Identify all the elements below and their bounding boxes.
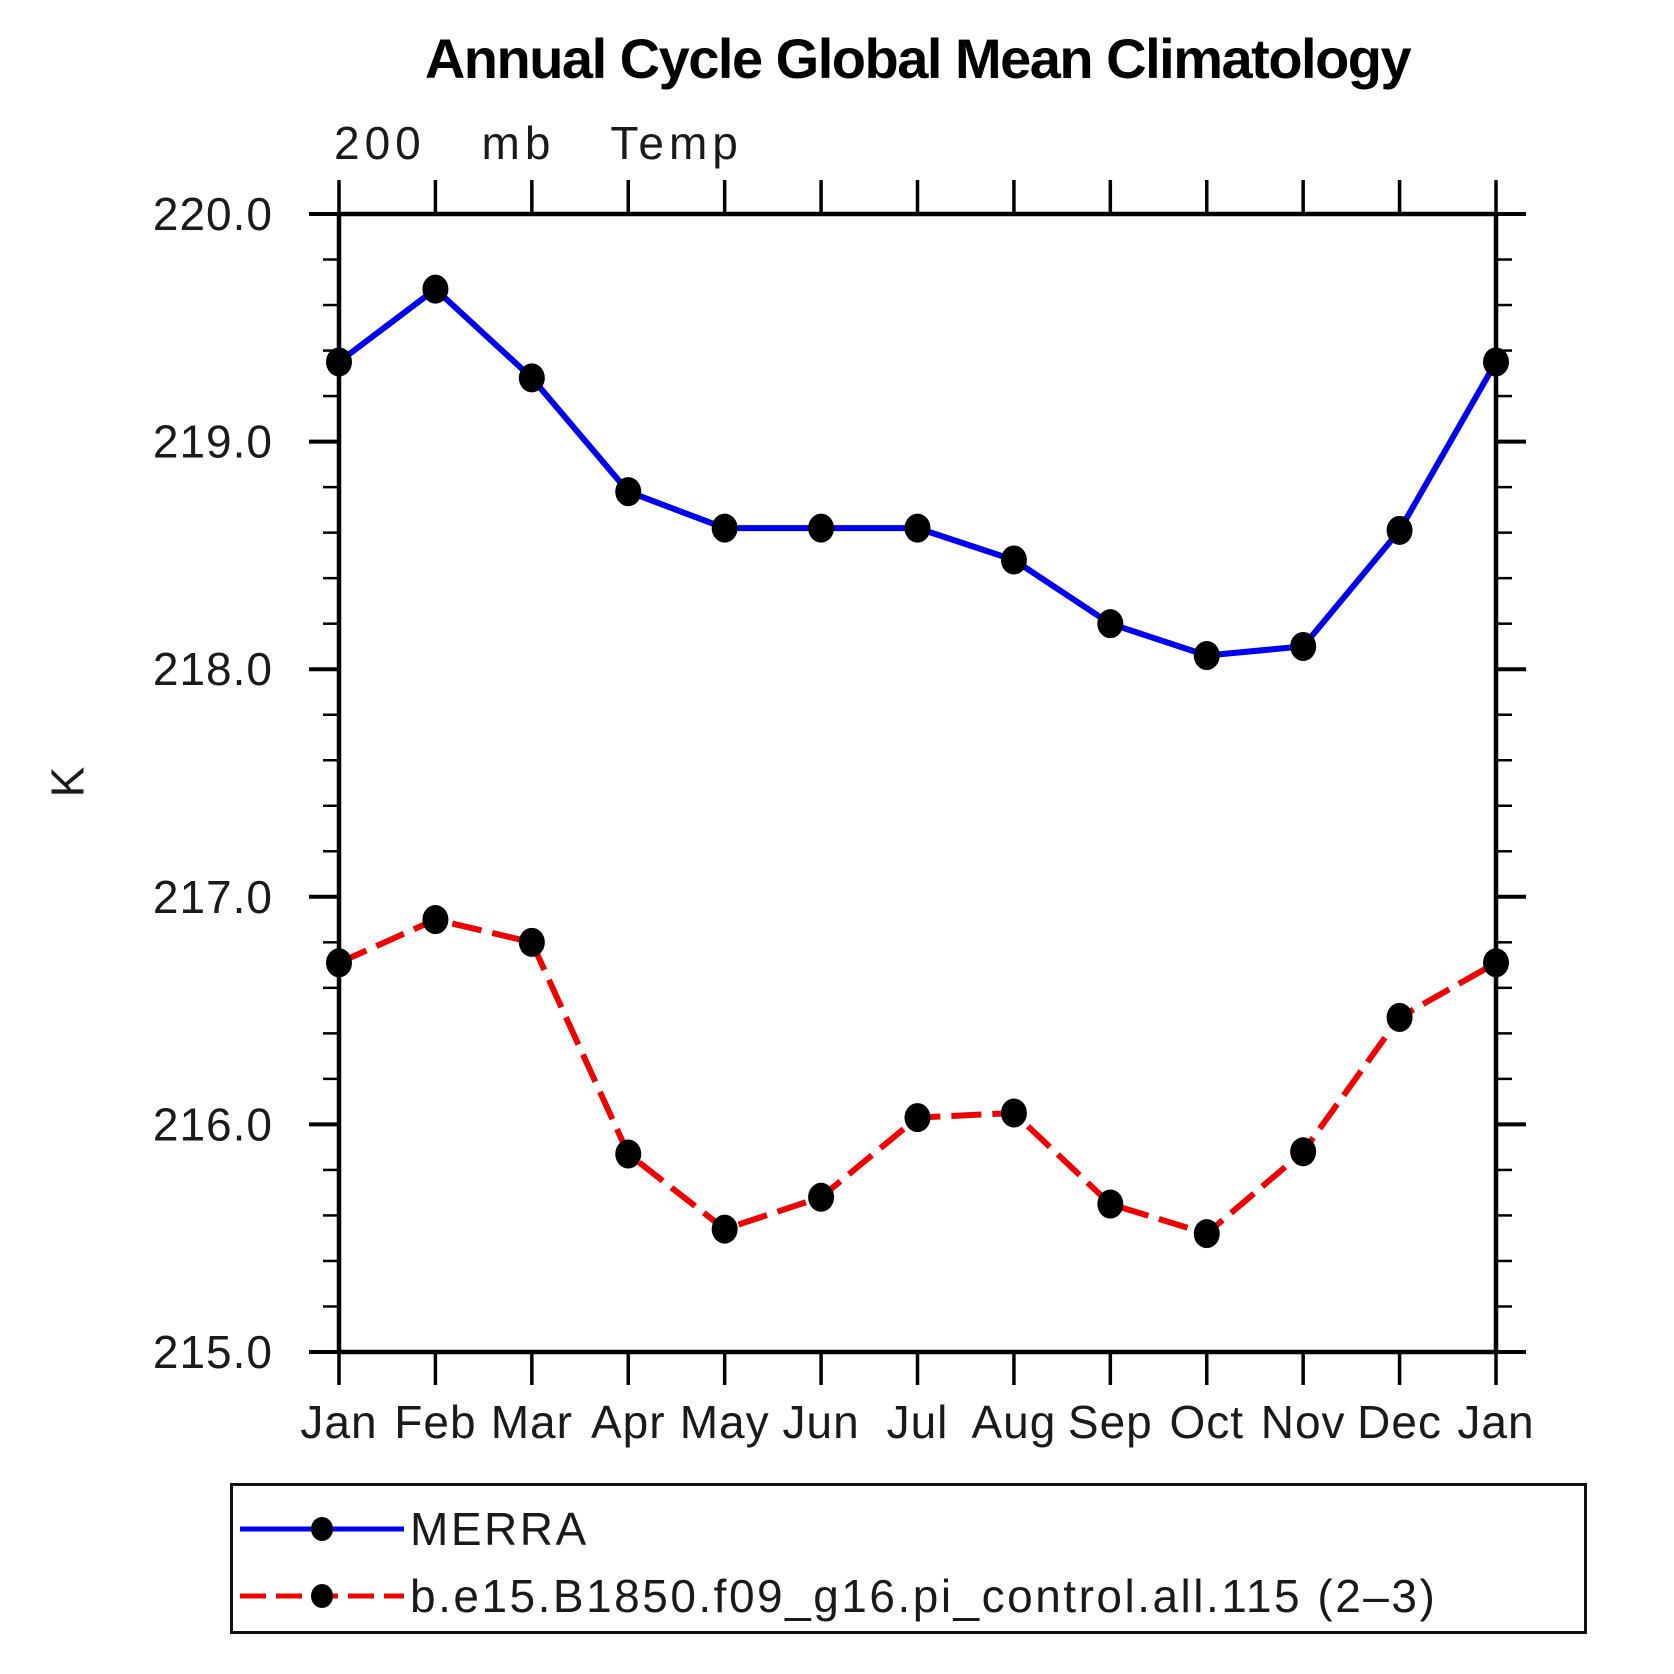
- data-point-marker: [1483, 948, 1509, 978]
- x-tick-label: Aug: [971, 1396, 1056, 1448]
- data-point-marker: [1000, 1098, 1027, 1128]
- data-point-marker: [711, 1214, 738, 1244]
- data-point-marker: [904, 1103, 931, 1133]
- y-tick-label: 215.0: [153, 1326, 273, 1378]
- data-point-marker: [808, 513, 835, 543]
- x-tick-label: Jan: [1457, 1396, 1534, 1448]
- data-point-marker: [422, 274, 449, 304]
- legend-label: b.e15.B1850.f09_g16.pi_control.all.115 (…: [410, 1570, 1438, 1622]
- axis-box: [336, 211, 1499, 1355]
- chart-title: Annual Cycle Global Mean Climatology: [424, 27, 1412, 90]
- x-tick-label: Feb: [394, 1396, 476, 1448]
- data-point-marker: [711, 513, 738, 543]
- y-tick-label: 218.0: [153, 643, 273, 695]
- x-tick-label: Nov: [1261, 1396, 1346, 1448]
- legend-marker-icon: [311, 1517, 333, 1541]
- legend-item-1: b.e15.B1850.f09_g16.pi_control.all.115 (…: [236, 1573, 1437, 1619]
- data-point-marker: [808, 1182, 835, 1212]
- data-point-marker: [1097, 609, 1124, 639]
- x-tick-label: Oct: [1169, 1396, 1244, 1448]
- legend-item-0: MERRA: [236, 1506, 589, 1552]
- x-tick-label: Jul: [887, 1396, 949, 1448]
- y-tick-label: 217.0: [153, 871, 273, 923]
- data-point-marker: [615, 477, 642, 507]
- x-tick-label: May: [680, 1396, 770, 1448]
- data-point-marker: [1193, 641, 1220, 671]
- y-tick-label: 216.0: [153, 1098, 273, 1150]
- data-point-marker: [326, 347, 352, 377]
- legend-marker-icon: [311, 1584, 333, 1608]
- x-tick-label: Apr: [591, 1396, 666, 1448]
- data-point-marker: [1000, 545, 1027, 575]
- x-tick-label: Dec: [1357, 1396, 1442, 1448]
- legend-box: MERRA b.e15.B1850.f09_g16.pi_control.all.…: [230, 1483, 1587, 1634]
- data-point-marker: [1386, 515, 1413, 545]
- data-point-marker: [422, 905, 449, 935]
- data-point-marker: [518, 363, 545, 393]
- series-line-0: [337, 286, 1499, 659]
- y-tick-label: 219.0: [153, 416, 273, 468]
- data-point-marker: [1193, 1219, 1220, 1249]
- legend-label: MERRA: [410, 1503, 589, 1555]
- data-point-marker: [1483, 347, 1509, 377]
- data-point-marker: [1290, 1137, 1317, 1167]
- x-tick-label: Sep: [1068, 1396, 1153, 1448]
- chart-subtitle: 200 mb Temp: [334, 117, 743, 169]
- data-point-marker: [615, 1139, 642, 1169]
- data-point-marker: [904, 513, 931, 543]
- data-point-marker: [1386, 1002, 1413, 1032]
- legend-line-sample: [240, 1517, 404, 1541]
- data-point-marker: [1097, 1189, 1124, 1219]
- x-tick-label: Mar: [491, 1396, 573, 1448]
- data-point-marker: [518, 927, 545, 957]
- legend-line-sample: [240, 1584, 404, 1608]
- series-line-1: [337, 916, 1498, 1237]
- data-point-marker: [326, 948, 352, 978]
- y-tick-label: 220.0: [153, 188, 273, 240]
- data-point-marker: [1290, 631, 1317, 661]
- x-tick-label: Jan: [300, 1396, 377, 1448]
- x-tick-label: Jun: [782, 1396, 859, 1448]
